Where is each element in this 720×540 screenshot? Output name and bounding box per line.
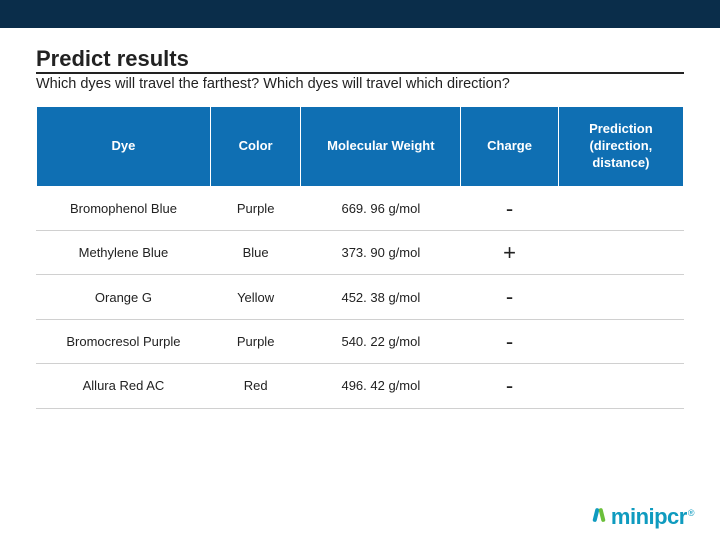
cell-color: Yellow bbox=[210, 275, 300, 319]
dye-table: Dye Color Molecular Weight Charge Predic… bbox=[36, 106, 684, 409]
cell-mw: 496. 42 g/mol bbox=[301, 364, 461, 408]
cell-prediction bbox=[558, 364, 683, 408]
cell-mw: 373. 90 g/mol bbox=[301, 231, 461, 275]
table-row: Bromophenol Blue Purple 669. 96 g/mol - bbox=[37, 186, 684, 230]
cell-dye: Allura Red AC bbox=[37, 364, 211, 408]
cell-color: Red bbox=[210, 364, 300, 408]
cell-dye: Methylene Blue bbox=[37, 231, 211, 275]
cell-dye: Orange G bbox=[37, 275, 211, 319]
table-row: Allura Red AC Red 496. 42 g/mol - bbox=[37, 364, 684, 408]
cell-dye: Bromocresol Purple bbox=[37, 319, 211, 363]
header-color: Color bbox=[210, 107, 300, 187]
cell-mw: 452. 38 g/mol bbox=[301, 275, 461, 319]
cell-prediction bbox=[558, 275, 683, 319]
logo-text: minipcr bbox=[611, 504, 687, 529]
top-bar bbox=[0, 0, 720, 28]
table-header-row: Dye Color Molecular Weight Charge Predic… bbox=[37, 107, 684, 187]
header-charge: Charge bbox=[461, 107, 558, 187]
header-dye: Dye bbox=[37, 107, 211, 187]
cell-charge: - bbox=[461, 364, 558, 408]
cell-mw: 540. 22 g/mol bbox=[301, 319, 461, 363]
cell-dye: Bromophenol Blue bbox=[37, 186, 211, 230]
table-row: Bromocresol Purple Purple 540. 22 g/mol … bbox=[37, 319, 684, 363]
logo-reg: ® bbox=[688, 508, 694, 518]
cell-color: Blue bbox=[210, 231, 300, 275]
logo-icon bbox=[591, 508, 609, 526]
page-subtitle: Which dyes will travel the farthest? Whi… bbox=[36, 76, 684, 92]
cell-prediction bbox=[558, 186, 683, 230]
header-mw: Molecular Weight bbox=[301, 107, 461, 187]
table-body: Bromophenol Blue Purple 669. 96 g/mol - … bbox=[37, 186, 684, 408]
page-title: Predict results bbox=[36, 46, 684, 74]
header-prediction: Prediction (direction, distance) bbox=[558, 107, 683, 187]
cell-color: Purple bbox=[210, 319, 300, 363]
cell-charge: - bbox=[461, 186, 558, 230]
slide-content: Predict results Which dyes will travel t… bbox=[0, 28, 720, 409]
cell-charge: - bbox=[461, 275, 558, 319]
logo: minipcr® bbox=[591, 504, 694, 530]
cell-charge: - bbox=[461, 319, 558, 363]
table-row: Methylene Blue Blue 373. 90 g/mol + bbox=[37, 231, 684, 275]
cell-charge: + bbox=[461, 231, 558, 275]
cell-prediction bbox=[558, 319, 683, 363]
cell-mw: 669. 96 g/mol bbox=[301, 186, 461, 230]
table-row: Orange G Yellow 452. 38 g/mol - bbox=[37, 275, 684, 319]
cell-prediction bbox=[558, 231, 683, 275]
cell-color: Purple bbox=[210, 186, 300, 230]
